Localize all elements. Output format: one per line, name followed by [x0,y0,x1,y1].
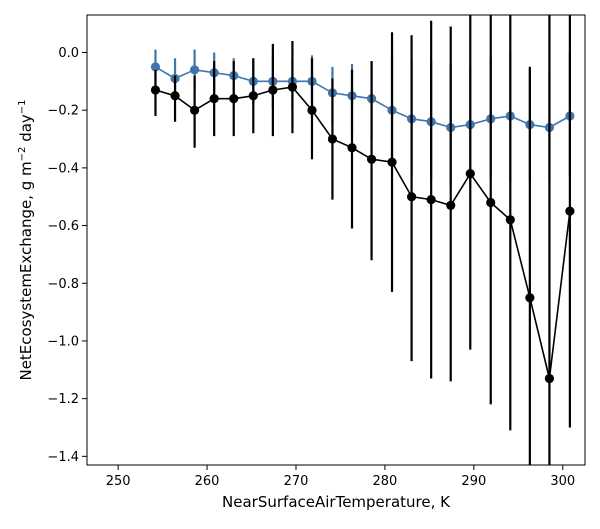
data-point [565,206,575,216]
series-line [155,66,571,129]
data-point [465,169,475,179]
y-tick-label: −1.0 [47,334,79,349]
data-point [366,154,377,164]
data-point [248,91,258,101]
data-point [150,85,161,95]
y-axis-title-mid: day [17,114,35,146]
x-tick-label: 280 [372,474,397,489]
data-point [268,85,278,95]
x-tick-label: 250 [106,474,131,489]
data-point [327,134,338,144]
tick-layer: 250 260 270 280 290 300 0.0 −0.2 −0.4 −0.6 −0.8 −1.… [47,46,575,489]
data-point [406,192,417,202]
series-line [155,86,571,379]
x-tick-label: 270 [284,474,309,489]
data-point [426,195,436,205]
data-point [544,373,555,384]
data-point [446,200,456,210]
data-point [150,62,161,72]
y-axis-title-exp2: −1 [17,99,28,114]
y-tick-label: −1.2 [47,392,79,407]
x-tick-label: 260 [195,474,220,489]
data-point [347,143,357,153]
x-tick-label: 290 [461,474,486,489]
series-layer [150,15,575,465]
data-point [170,91,180,101]
plot-frame [86,14,586,466]
y-axis-title: NetEcosystemExchange, g m−2 day−1 [17,99,35,380]
data-point [229,94,239,104]
data-point [525,293,535,303]
y-tick-label: 0.0 [58,46,79,61]
y-tick-label: −0.8 [47,277,79,292]
y-tick-label: −0.6 [47,219,79,234]
data-point [190,105,200,115]
data-point [287,82,298,92]
x-tick-label: 300 [550,474,575,489]
data-point [209,94,219,104]
data-point [387,157,397,167]
data-point [486,197,496,208]
data-point [505,215,515,225]
x-axis-title: NearSurfaceAirTemperature, K [222,493,451,511]
y-tick-label: −0.2 [47,104,79,119]
y-axis-title-main: NetEcosystemExchange, g m [17,161,35,380]
series-2 [150,15,575,465]
data-point [190,65,200,75]
data-point [307,105,317,115]
y-axis-title-exp1: −2 [17,147,28,162]
y-tick-label: −1.4 [47,450,79,465]
y-tick-label: −0.4 [47,161,79,176]
